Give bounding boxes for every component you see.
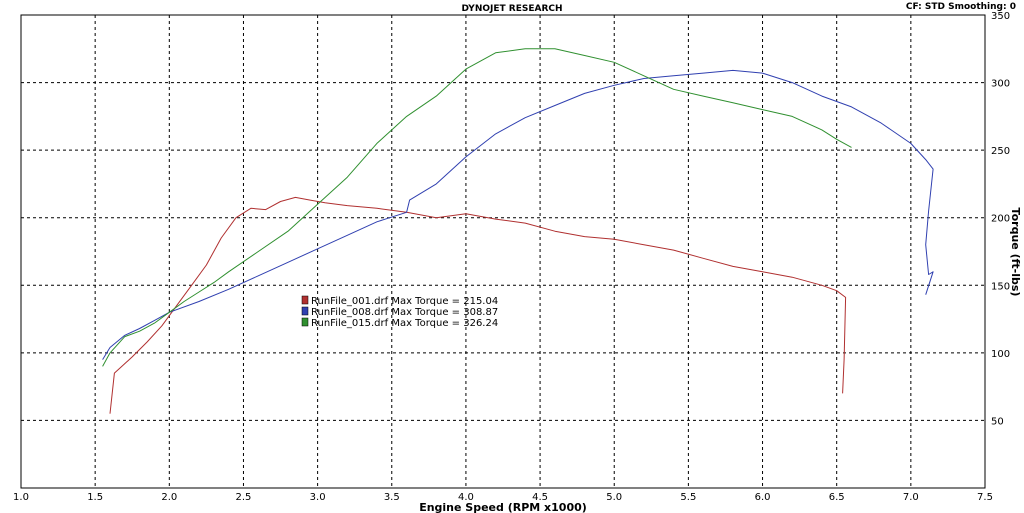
legend: RunFile_001.drf Max Torque = 215.04RunFi… — [301, 295, 498, 329]
legend-swatch-1 — [301, 295, 309, 305]
y-tick-label: 300 — [991, 79, 1010, 90]
x-tick-label: 2.5 — [236, 492, 252, 503]
y-tick-label: 150 — [991, 281, 1010, 292]
chart-title: DYNOJET RESEARCH — [461, 4, 562, 14]
grid — [21, 15, 985, 488]
status-readout: CF: STD Smoothing: 0 — [906, 2, 1016, 12]
x-tick-label: 3.5 — [384, 492, 400, 503]
legend-swatch-2 — [301, 306, 309, 316]
x-tick-label: 5.5 — [680, 492, 696, 503]
series-line-1 — [109, 196, 847, 414]
x-tick-label: 6.0 — [755, 492, 771, 503]
x-tick-label: 1.5 — [87, 492, 103, 503]
x-tick-label: 7.5 — [977, 492, 993, 503]
y-axis-title: Torque (ft-lbs) — [1009, 208, 1022, 297]
x-tick-label: 6.5 — [829, 492, 845, 503]
x-tick-labels: 1.0 1.5 2.0 2.5 3.0 3.5 4.0 4.5 5.0 5.5 6.0 6.5 7.0 7… — [13, 492, 993, 503]
legend-label-2: RunFile_008.drf Max Torque = 308.87 — [311, 307, 498, 318]
x-tick-label: 3.0 — [310, 492, 326, 503]
plot-frame — [20, 14, 986, 489]
legend-label-3: RunFile_015.drf Max Torque = 326.24 — [311, 318, 498, 329]
x-axis-title: Engine Speed (RPM x1000) — [419, 501, 587, 513]
y-tick-label: 250 — [991, 146, 1010, 157]
series-line-2 — [102, 69, 934, 360]
x-tick-label: 4.0 — [458, 492, 474, 503]
legend-swatch-3 — [301, 317, 309, 327]
y-tick-labels: 50 100 150 200 250 300 350 — [991, 11, 1010, 427]
y-tick-label: 50 — [991, 416, 1004, 427]
x-tick-label: 7.0 — [903, 492, 919, 503]
series-group — [102, 48, 934, 414]
x-tick-label: 5.0 — [606, 492, 622, 503]
x-tick-label: 1.0 — [13, 492, 29, 503]
series-line-3 — [102, 48, 852, 367]
y-tick-label: 350 — [991, 11, 1010, 22]
legend-label-1: RunFile_001.drf Max Torque = 215.04 — [311, 296, 498, 307]
y-tick-label: 200 — [991, 214, 1010, 225]
y-tick-label: 100 — [991, 349, 1010, 360]
x-tick-label: 2.0 — [161, 492, 177, 503]
x-tick-label: 4.5 — [532, 492, 548, 503]
